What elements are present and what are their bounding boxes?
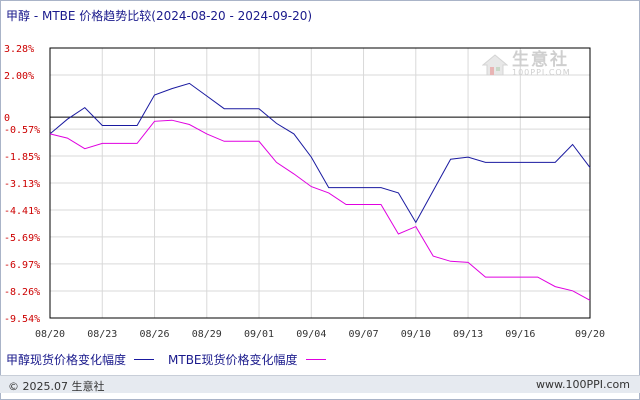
- y-tick-label: 0: [4, 113, 10, 124]
- x-tick-label: 09/20: [575, 329, 605, 340]
- axes: [49, 47, 591, 319]
- y-tick-labels: 3.28% 2.00% 0-0.57% -1.85% -3.13% -4.41% -5.69…: [4, 44, 40, 325]
- watermark-logo: 生意社 100PPI.COM: [482, 52, 571, 77]
- legend-swatch-mtbe: [305, 358, 326, 360]
- y-tick-label: -8.26%: [4, 287, 40, 298]
- x-tick-label: 09/04: [296, 329, 326, 340]
- legend-swatch-methanol: [134, 358, 155, 360]
- y-tick-label: -1.85%: [4, 152, 40, 163]
- legend-label-mtbe: MTBE现货价格变化幅度: [168, 352, 298, 367]
- y-tick-label: 2.00%: [4, 71, 34, 82]
- series-lines: [49, 82, 591, 301]
- x-tick-label: 09/10: [401, 329, 431, 340]
- x-tick-label: 08/26: [139, 329, 169, 340]
- watermark-name: 生意社: [512, 50, 569, 70]
- x-tick-label: 09/13: [453, 329, 483, 340]
- x-tick-label: 08/29: [192, 329, 222, 340]
- y-tick-label: -4.41%: [4, 206, 40, 217]
- house-logo-icon: [482, 53, 508, 75]
- x-tick-label: 08/20: [35, 329, 65, 340]
- y-tick-label: -5.69%: [4, 233, 40, 244]
- x-tick-labels: 08/20 08/23 08/26 08/29 09/01 09/04 09/07 09/10…: [35, 329, 605, 340]
- footer-bar: © 2025.07 生意社 www.100PPI.com: [0, 375, 640, 393]
- copyright-text: © 2025.07 生意社: [8, 380, 105, 393]
- y-tick-label: -3.13%: [4, 179, 40, 190]
- x-tick-label: 09/16: [505, 329, 535, 340]
- x-tick-label: 08/23: [87, 329, 117, 340]
- legend: 甲醇现货价格变化幅度 MTBE现货价格变化幅度: [6, 351, 340, 367]
- site-link[interactable]: www.100PPI.com: [536, 378, 630, 391]
- legend-item-mtbe: MTBE现货价格变化幅度: [168, 351, 326, 368]
- plot-border: [49, 47, 591, 319]
- y-tick-label: -0.57%: [4, 125, 40, 136]
- watermark-url: 100PPI.COM: [512, 68, 571, 77]
- x-tick-label: 09/07: [348, 329, 378, 340]
- chart-title: 甲醇 - MTBE 价格趋势比较(2024-08-20 - 2024-09-20…: [6, 8, 312, 23]
- legend-label-methanol: 甲醇现货价格变化幅度: [6, 352, 127, 367]
- x-tick-label: 09/01: [244, 329, 274, 340]
- legend-item-methanol: 甲醇现货价格变化幅度: [6, 351, 155, 368]
- y-tick-label: -6.97%: [4, 260, 40, 271]
- y-tick-label: -9.54%: [4, 314, 40, 325]
- series-line-0: [49, 82, 591, 224]
- series-line-1: [49, 119, 591, 301]
- y-tick-label: 3.28%: [4, 44, 34, 55]
